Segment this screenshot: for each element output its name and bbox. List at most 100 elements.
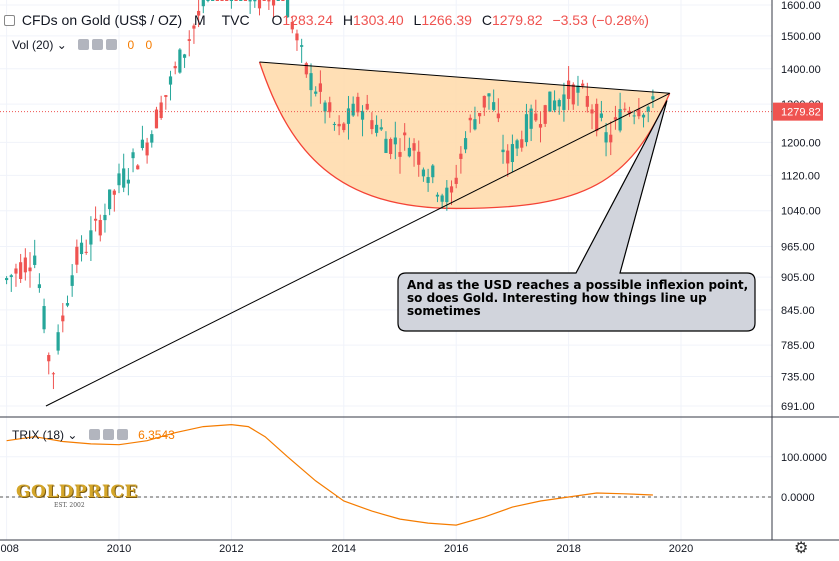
trix-legend: TRIX (18) ⌄ 6.3543 (12, 428, 175, 442)
candle-body (145, 142, 149, 156)
chevron-down-icon[interactable]: ⌄ (67, 428, 78, 442)
price-axis-label: 1400.00 (781, 64, 821, 76)
price-candles (5, 0, 655, 390)
candle-body (412, 143, 416, 151)
candle-body (529, 108, 533, 129)
candle-body (515, 140, 519, 149)
candle-body (585, 95, 589, 107)
candle-body (449, 186, 454, 193)
candle-body (581, 83, 585, 86)
candle-body (337, 123, 341, 127)
exchange-label: TVC (221, 12, 250, 28)
candle-body (295, 33, 299, 41)
candle-body (243, 0, 248, 1)
candle-body (520, 139, 524, 148)
candle-body (168, 76, 173, 85)
candle-body (112, 190, 116, 195)
support-trendline (45, 92, 670, 407)
close-icon[interactable] (106, 39, 118, 50)
time-axis-label: 2014 (332, 543, 356, 555)
candle-body (93, 218, 98, 221)
candle-body (590, 109, 594, 114)
candle-body (360, 110, 365, 120)
candle-body (122, 168, 126, 188)
candle-body (426, 177, 430, 183)
price-axis-label: 1120.00 (781, 170, 820, 182)
candle-body (623, 108, 627, 110)
price-axis-label: 785.00 (781, 340, 815, 352)
candle-body (5, 278, 9, 281)
eye-icon[interactable] (78, 39, 90, 50)
candle-body (229, 0, 233, 1)
candle-body (595, 103, 599, 132)
candle-body (478, 112, 482, 117)
eye-icon[interactable] (88, 429, 100, 440)
candle-body (65, 303, 70, 306)
candle-body (393, 137, 397, 145)
candle-body (187, 39, 191, 41)
price-axis-label: 905.00 (781, 272, 815, 284)
candle-body (42, 306, 46, 330)
goldprice-logo-sub: EST. 2002 (54, 502, 85, 509)
candle-body (445, 187, 449, 203)
candle-body (609, 134, 613, 143)
candle-body (318, 83, 322, 92)
time-axis-label: 2012 (219, 543, 243, 555)
candle-body (548, 91, 552, 112)
candle-body (220, 0, 224, 1)
time-axis-label: 2018 (556, 543, 580, 555)
candle-body (599, 113, 603, 118)
candle-body (154, 109, 159, 129)
trix-label[interactable]: TRIX (18) (12, 428, 65, 442)
candle-body (342, 123, 346, 131)
candle-body (286, 0, 290, 18)
price-axis-label: 1040.00 (781, 206, 821, 218)
close-icon[interactable] (116, 429, 128, 440)
candle-body (356, 96, 360, 113)
trix-value: 6.3543 (138, 428, 175, 442)
price-axis-label: 1200.00 (781, 137, 821, 149)
minus-box-icon[interactable] (4, 15, 15, 26)
gear-icon[interactable] (102, 429, 114, 440)
candle-body (28, 267, 32, 272)
candle-body (421, 169, 426, 177)
candle-body (463, 138, 468, 150)
chevron-down-icon[interactable]: ⌄ (56, 38, 67, 52)
candle-body (431, 165, 435, 178)
volume-label[interactable]: Vol (20) (12, 38, 54, 52)
candle-body (510, 144, 514, 163)
trix-axis-label: 0.0000 (781, 492, 815, 504)
candle-body (524, 114, 529, 143)
candle-body (262, 0, 266, 1)
candle-body (103, 214, 107, 221)
candle-body (215, 0, 219, 1)
candle-body (459, 153, 463, 159)
candle-body (332, 123, 337, 125)
candle-body (23, 257, 27, 273)
candle-body (192, 25, 196, 29)
candle-body (79, 242, 84, 255)
price-axis-label: 845.00 (781, 305, 815, 317)
chart-header: CFDs on Gold (US$ / OZ) M TVC O1283.24 H… (4, 12, 649, 28)
price-badge-text: 1279.82 (781, 107, 821, 119)
gear-icon[interactable] (92, 39, 104, 50)
candle-body (309, 73, 313, 91)
candle-body (33, 255, 37, 265)
time-axis-label: 2008 (0, 543, 19, 555)
price-badge (773, 102, 823, 121)
candle-body (492, 102, 496, 110)
candle-body (454, 177, 458, 184)
candle-body (646, 106, 650, 112)
candle-body (51, 373, 56, 375)
candle-body (567, 80, 571, 99)
candle-body (206, 0, 210, 1)
candle-body (253, 0, 257, 2)
candle-body (323, 102, 327, 112)
candle-body (487, 93, 491, 97)
candle-body (576, 85, 580, 93)
candle-body (468, 117, 472, 121)
gear-icon[interactable]: ⚙ (794, 540, 809, 557)
symbol-title: CFDs on Gold (US$ / OZ) (21, 12, 183, 28)
interval-label[interactable]: M (194, 12, 206, 28)
